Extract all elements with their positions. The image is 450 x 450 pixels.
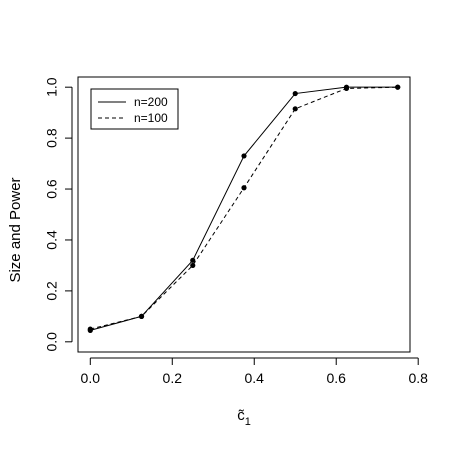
y-axis-title: Size and Power bbox=[7, 177, 24, 282]
x-tick-label: 0.8 bbox=[408, 370, 428, 386]
legend: n=200 n=100 bbox=[90, 88, 179, 130]
y-tick-label: 0.2 bbox=[44, 281, 60, 301]
y-tick-label: 0.0 bbox=[44, 332, 60, 352]
y-tick-label: 0.4 bbox=[44, 230, 60, 250]
x-tick-label: 0.4 bbox=[245, 370, 265, 386]
x-axis-title-symbol: c̃ bbox=[237, 407, 245, 424]
data-point-n200 bbox=[241, 153, 247, 159]
legend-label-n100: n=100 bbox=[134, 111, 168, 125]
y-tick-label: 0.6 bbox=[44, 179, 60, 199]
data-point-n100 bbox=[292, 106, 298, 112]
data-point-n100 bbox=[395, 84, 401, 90]
data-point-n100 bbox=[87, 326, 93, 332]
x-tick-label: 0.2 bbox=[163, 370, 183, 386]
data-point-n100 bbox=[138, 313, 145, 319]
x-axis: 0.0 0.2 0.4 0.6 0.8 bbox=[81, 357, 428, 386]
y-tick-label: 1.0 bbox=[44, 77, 60, 97]
x-axis-title: c̃1 bbox=[237, 407, 251, 428]
plot-frame bbox=[77, 76, 411, 353]
y-tick-label: 0.8 bbox=[44, 128, 60, 148]
legend-box bbox=[90, 88, 179, 130]
legend-label-n200: n=200 bbox=[134, 95, 168, 109]
data-point-n100 bbox=[343, 85, 350, 92]
x-tick-label: 0.6 bbox=[326, 370, 346, 386]
data-point-n100 bbox=[241, 185, 247, 191]
x-tick-label: 0.0 bbox=[81, 370, 101, 386]
x-axis-title-subscript: 1 bbox=[245, 416, 251, 428]
y-axis: 0.0 0.2 0.4 0.6 0.8 1.0 bbox=[44, 77, 73, 352]
data-point-n100 bbox=[190, 262, 196, 269]
data-point-n200 bbox=[292, 90, 298, 97]
series-layer bbox=[87, 84, 401, 333]
data-point-n200 bbox=[190, 257, 196, 263]
